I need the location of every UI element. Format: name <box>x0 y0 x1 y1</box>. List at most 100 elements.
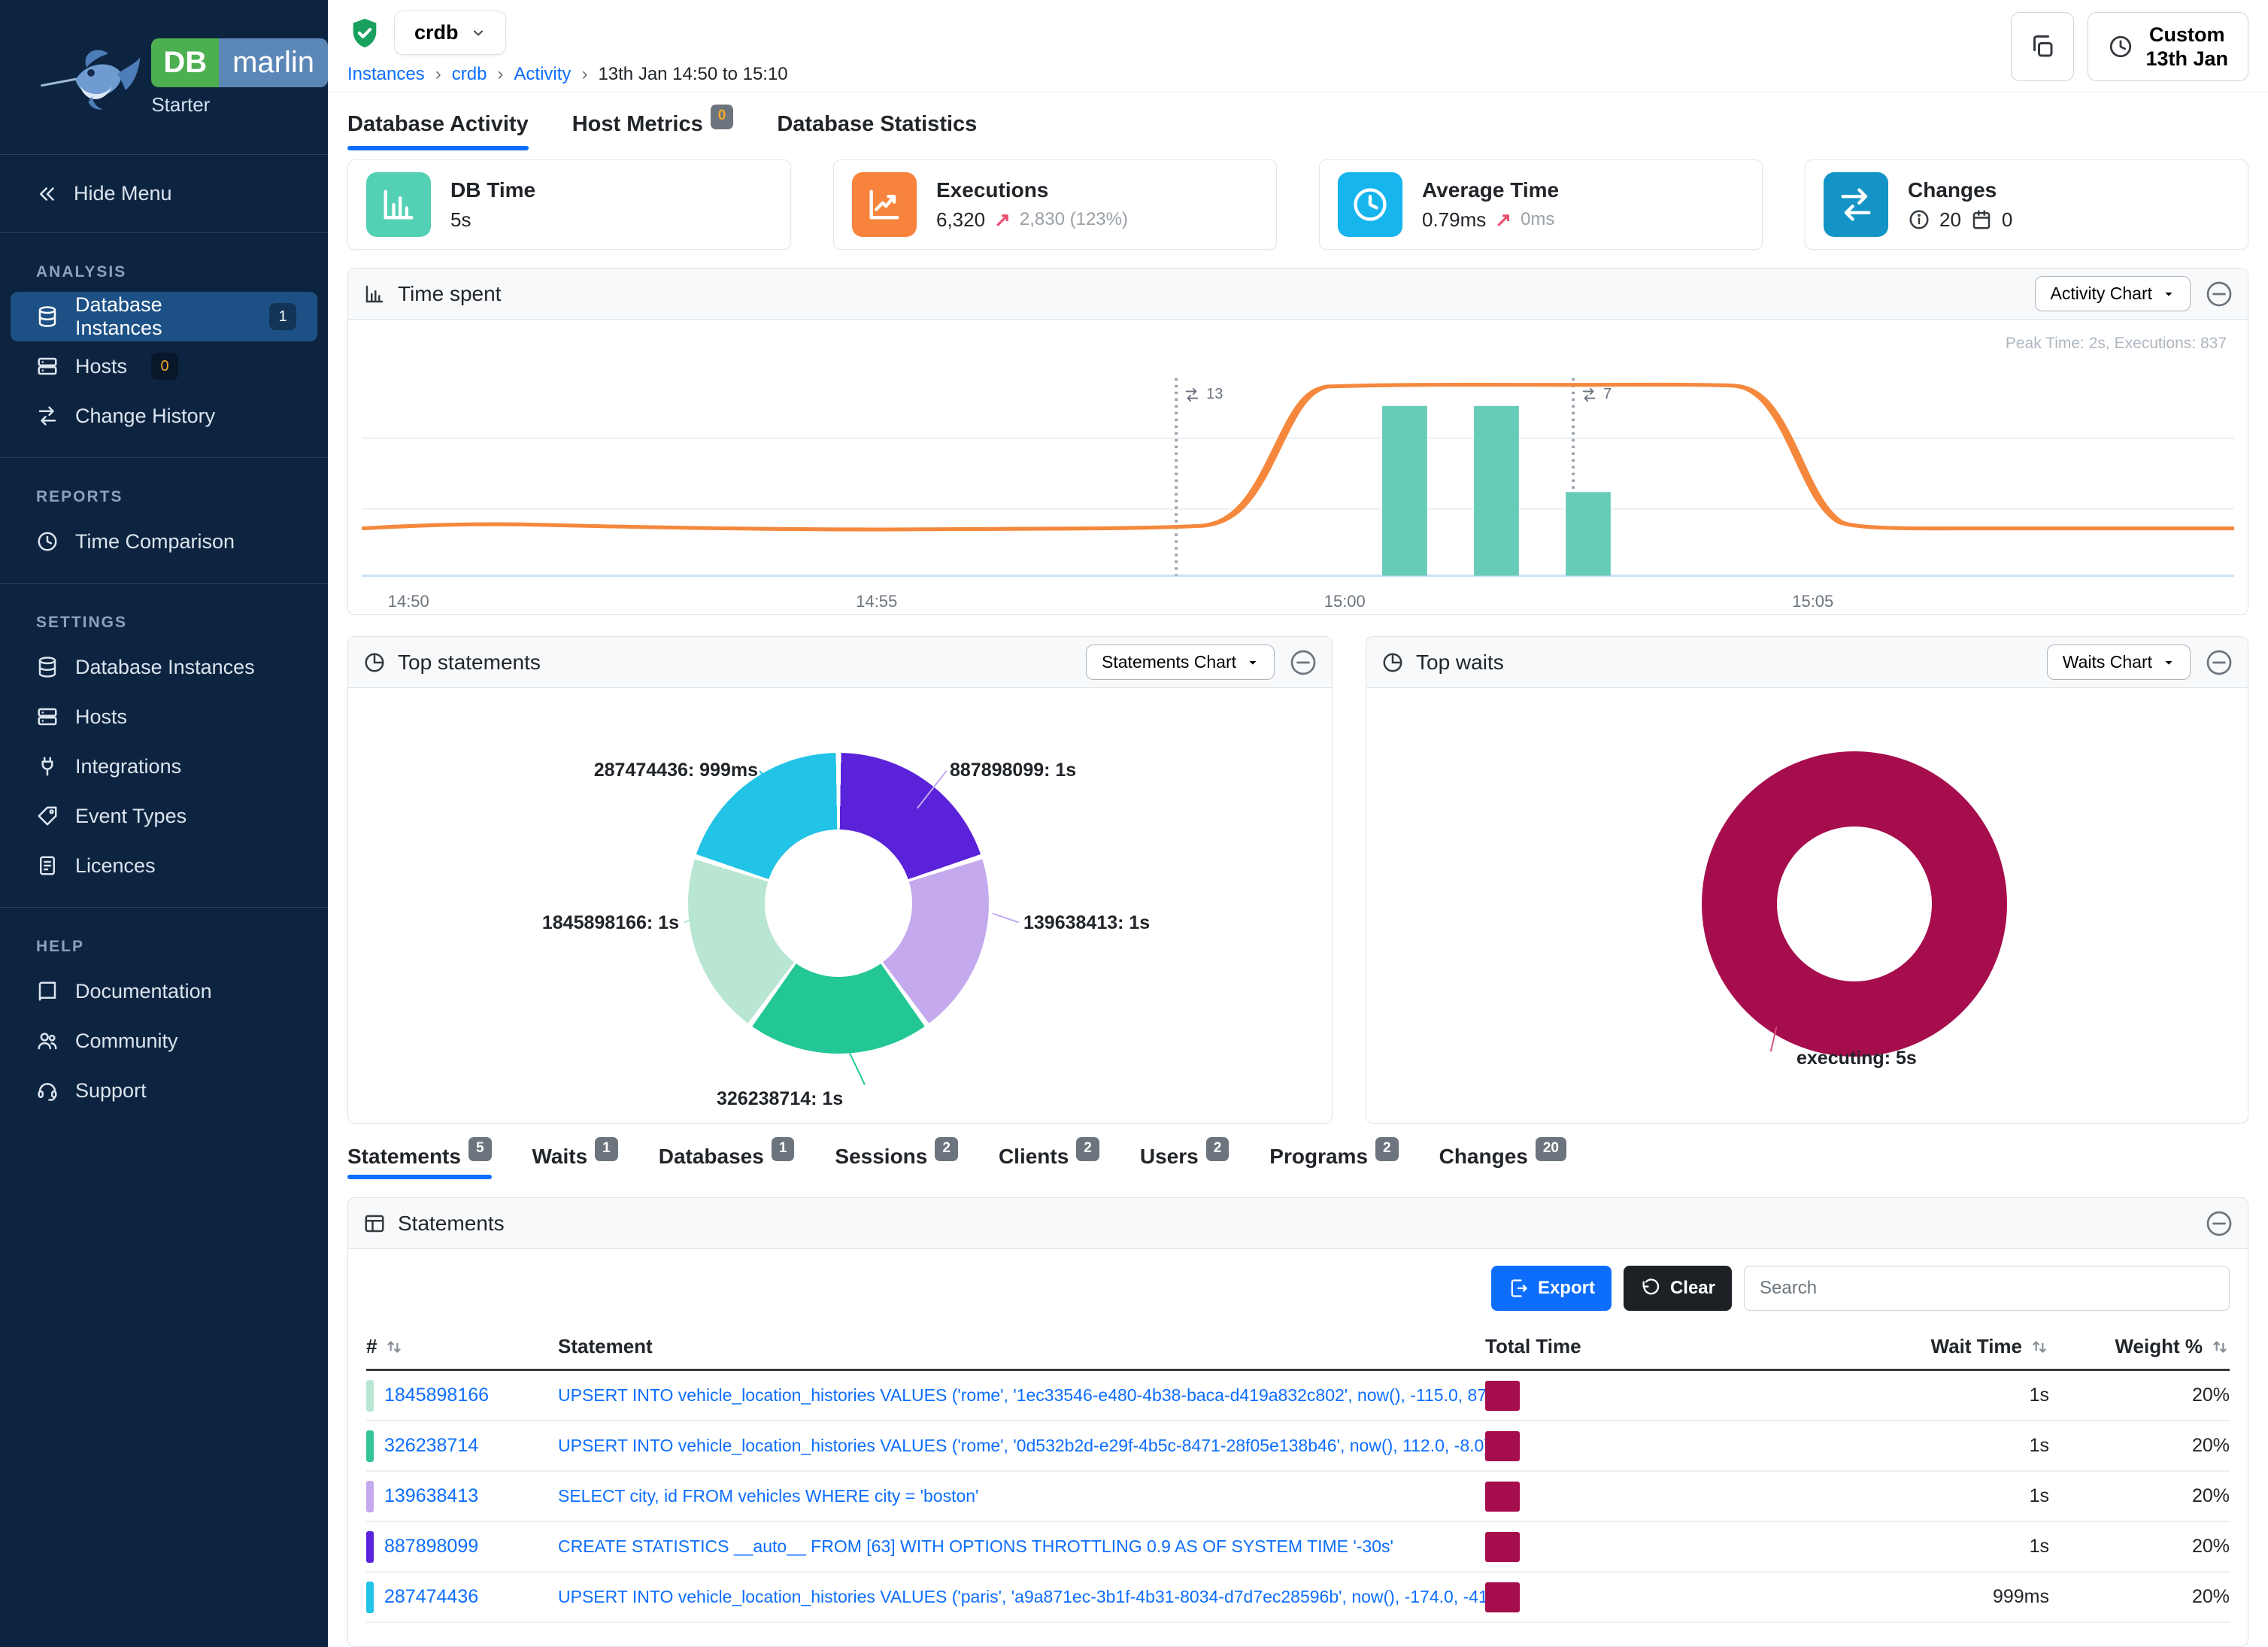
sidebar-item-documentation[interactable]: Documentation <box>0 966 328 1016</box>
export-button[interactable]: Export <box>1490 1266 1612 1312</box>
statement-id-link[interactable]: 139638413 <box>384 1485 479 1507</box>
statement-text-link[interactable]: SELECT city, id FROM vehicles WHERE city… <box>558 1486 1485 1506</box>
tab-label: Database Statistics <box>777 112 978 137</box>
minus-circle-icon <box>1290 650 1316 675</box>
time-range-line1: Custom <box>2148 23 2225 46</box>
detail-tab-label: Statements <box>347 1145 461 1169</box>
sidebar-item-hosts[interactable]: Hosts 0 <box>0 341 328 391</box>
table-row: 139638413 SELECT city, id FROM vehicles W… <box>366 1472 2230 1523</box>
breadcrumb-link[interactable]: Activity <box>514 64 572 84</box>
tab-host-metrics[interactable]: Host Metrics 0 <box>572 105 734 150</box>
top-statements-donut[interactable] <box>688 753 989 1054</box>
sidebar-item-database-instances[interactable]: Database Instances <box>0 642 328 692</box>
sidebar-item-label: Licences <box>75 854 156 877</box>
detail-tab-clients[interactable]: Clients 2 <box>999 1137 1099 1179</box>
metric-cards: DB Time 5s Executions 6,320 ↗ 2,830 (123%) Ave… <box>328 150 2268 250</box>
x-axis: 14:50 14:55 15:00 15:05 <box>362 592 2234 614</box>
metric-card-title: DB Time <box>450 177 536 202</box>
detail-tab-sessions[interactable]: Sessions 2 <box>835 1137 958 1179</box>
statement-id-link[interactable]: 287474436 <box>384 1586 479 1608</box>
detail-tab-users[interactable]: Users 2 <box>1140 1137 1230 1179</box>
sidebar-item-hosts[interactable]: Hosts <box>0 692 328 742</box>
breadcrumb-link[interactable]: crdb <box>451 64 487 84</box>
detail-tab-badge: 2 <box>1375 1137 1399 1162</box>
sidebar-section: SETTINGS Database Instances Hosts Integrati… <box>0 583 328 907</box>
collapse-top-statements-button[interactable] <box>1290 649 1317 676</box>
statement-text-link[interactable]: UPSERT INTO vehicle_location_histories V… <box>558 1385 1485 1406</box>
sidebar-item-event-types[interactable]: Event Types <box>0 791 328 841</box>
column-header--[interactable]: # <box>366 1335 558 1358</box>
statement-text-link[interactable]: UPSERT INTO vehicle_location_histories V… <box>558 1587 1485 1607</box>
statement-text: UPSERT INTO vehicle_location_histories V… <box>558 1385 1485 1406</box>
top-waits-donut[interactable] <box>1702 751 2007 1057</box>
collapse-time-spent-button[interactable] <box>2206 281 2233 308</box>
detail-tab-statements[interactable]: Statements 5 <box>347 1137 492 1180</box>
tab-database-activity[interactable]: Database Activity <box>347 112 529 151</box>
column-header-wait-time[interactable]: Wait Time <box>1809 1335 2049 1358</box>
main-content: crdb Instances › crdb › Activity › 13th Jan 14… <box>328 0 2268 1647</box>
sidebar-item-licences[interactable]: Licences <box>0 841 328 890</box>
collapse-top-waits-button[interactable] <box>2206 649 2233 676</box>
top-waits-title: Top waits <box>1416 650 1504 674</box>
changes-calendar-count: 0 <box>2001 208 2013 231</box>
sidebar-item-change-history[interactable]: Change History <box>0 391 328 441</box>
hide-menu-label: Hide Menu <box>74 182 172 205</box>
collapse-statements-button[interactable] <box>2206 1210 2233 1237</box>
time-spent-chart[interactable]: 13 7 <box>362 366 2234 586</box>
statement-id-link[interactable]: 1845898166 <box>384 1385 490 1406</box>
total-time-cell <box>1485 1531 1809 1562</box>
detail-tab-changes[interactable]: Changes 20 <box>1439 1137 1566 1179</box>
peak-label: Peak Time: 2s, Executions: 837 <box>2005 335 2227 353</box>
sidebar-item-label: Event Types <box>75 804 187 827</box>
statement-text-link[interactable]: CREATE STATISTICS __auto__ FROM [63] WIT… <box>558 1536 1485 1557</box>
statement-slice-label: 887898099: 1s <box>950 760 1077 781</box>
statements-chart-select[interactable]: Statements Chart <box>1086 645 1275 681</box>
time-spent-panel: Time spent Activity Chart Peak Time: 2s,… <box>347 268 2248 616</box>
metric-delta: 0ms <box>1521 209 1555 230</box>
table-body: 1845898166 UPSERT INTO vehicle_location_h… <box>366 1371 2230 1624</box>
hide-menu-button[interactable]: Hide Menu <box>0 155 328 233</box>
activity-chart-select[interactable]: Activity Chart <box>2034 276 2191 312</box>
sidebar-item-support[interactable]: Support <box>0 1066 328 1115</box>
statements-chart-select-label: Statements Chart <box>1102 652 1236 672</box>
statement-text-link[interactable]: UPSERT INTO vehicle_location_histories V… <box>558 1436 1485 1456</box>
statement-text: CREATE STATISTICS __auto__ FROM [63] WIT… <box>558 1536 1393 1557</box>
time-range-button[interactable]: Custom 13th Jan <box>2088 12 2248 81</box>
breadcrumb-separator: › <box>497 64 504 84</box>
statement-id-link[interactable]: 887898099 <box>384 1536 479 1558</box>
detail-tab-waits[interactable]: Waits 1 <box>532 1137 618 1179</box>
search-input[interactable] <box>1744 1266 2230 1312</box>
clear-button[interactable]: Clear <box>1623 1266 1732 1312</box>
sidebar-section: REPORTS Time Comparison <box>0 457 328 583</box>
breadcrumb-link[interactable]: Instances <box>347 64 425 84</box>
chevron-down-icon <box>473 29 483 36</box>
clear-label: Clear <box>1669 1278 1715 1299</box>
sidebar-section-title: SETTINGS <box>36 614 128 631</box>
instance-selector[interactable]: crdb <box>394 11 506 55</box>
time-range-line2: 13th Jan <box>2145 47 2228 70</box>
copy-link-button[interactable] <box>2011 12 2075 81</box>
top-statements-title: Top statements <box>398 650 541 674</box>
metric-card-title: Average Time <box>1422 177 1560 202</box>
statement-id-link[interactable]: 326238714 <box>384 1435 479 1457</box>
wait-time-cell: 999ms <box>1992 1586 2049 1608</box>
waits-chart-select[interactable]: Waits Chart <box>2046 645 2191 681</box>
metric-value: 5s <box>450 208 471 231</box>
sidebar-item-integrations[interactable]: Integrations <box>0 742 328 791</box>
caret-down-icon <box>2165 660 2172 665</box>
pie-chart-icon <box>1381 651 1404 674</box>
total-time-bar <box>1485 1531 1520 1562</box>
sidebar-item-time-comparison[interactable]: Time Comparison <box>0 517 328 566</box>
detail-tab-programs[interactable]: Programs 2 <box>1269 1137 1399 1179</box>
wait-time-cell: 1s <box>2029 1485 2049 1507</box>
sidebar-item-database-instances[interactable]: Database Instances 1 <box>11 292 317 341</box>
executions-bar <box>1382 406 1427 576</box>
executions-bar <box>1474 406 1519 576</box>
swap-icon <box>36 405 59 427</box>
column-header-weight-[interactable]: Weight % <box>2049 1335 2230 1358</box>
wordmark-marlin: marlin <box>219 38 328 87</box>
tab-database-statistics[interactable]: Database Statistics <box>777 112 977 150</box>
detail-tab-label: Sessions <box>835 1145 928 1169</box>
detail-tab-databases[interactable]: Databases 1 <box>659 1137 795 1179</box>
sidebar-item-community[interactable]: Community <box>0 1016 328 1066</box>
